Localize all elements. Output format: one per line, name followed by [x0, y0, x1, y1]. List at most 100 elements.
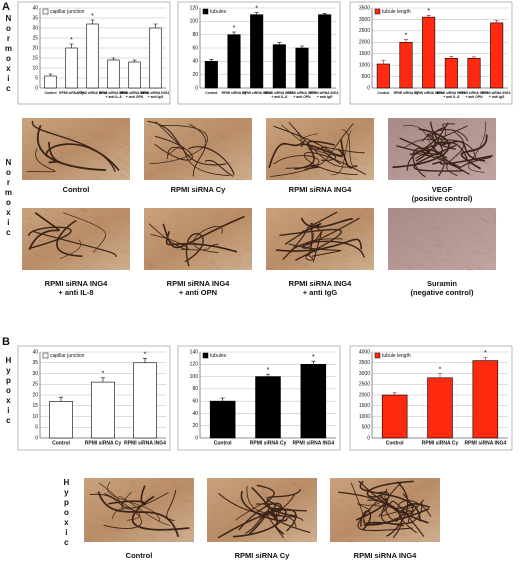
cell-texture: [157, 524, 164, 528]
legend-label: tubules: [210, 9, 227, 15]
cell-texture: [421, 170, 428, 175]
cell-texture: [164, 145, 171, 149]
cell-texture: [177, 178, 184, 181]
cell-texture: [452, 153, 459, 157]
cell-texture: [147, 263, 154, 267]
cell-texture: [346, 539, 353, 543]
cell-texture: [187, 172, 194, 177]
cell-texture: [260, 491, 267, 496]
cell-texture: [337, 236, 344, 240]
cell-texture: [398, 263, 405, 267]
cell-texture: [491, 214, 497, 218]
cell-texture: [419, 263, 426, 268]
cell-texture: [88, 132, 95, 136]
error-bar: [322, 13, 327, 15]
cell-texture: [149, 492, 156, 497]
x-tick-label: Control: [386, 440, 404, 446]
y-tick-label: 5: [35, 75, 38, 81]
vessel-tube: [276, 238, 363, 252]
cell-texture: [292, 481, 300, 486]
vessel-tube: [288, 122, 358, 168]
cell-texture: [400, 532, 408, 537]
bar: [490, 22, 504, 89]
y-tick-label: 60: [192, 45, 198, 51]
cell-texture: [380, 478, 388, 482]
vessel-tube: [367, 499, 403, 539]
cell-texture: [267, 267, 274, 271]
cell-texture: [145, 518, 152, 522]
cell-texture: [224, 535, 231, 539]
micrograph-caption: Control: [126, 551, 153, 560]
vessel-tube: [266, 489, 302, 508]
cell-texture: [120, 121, 127, 125]
cell-texture: [291, 482, 298, 487]
bar: [427, 377, 453, 439]
cell-texture: [312, 142, 319, 146]
vessel-tube: [28, 211, 60, 251]
cell-texture: [319, 268, 326, 271]
y-tick-label: 500: [362, 74, 371, 80]
cell-texture: [185, 499, 192, 503]
cell-texture: [365, 117, 372, 122]
vessel-tube: [31, 230, 117, 258]
cell-texture: [236, 260, 243, 264]
micrograph: [266, 207, 375, 271]
cell-texture: [232, 264, 239, 268]
micrograph-caption: + anti IgG: [303, 288, 338, 297]
significance-mark: *: [267, 367, 270, 374]
cell-texture: [67, 251, 74, 255]
cell-texture: [461, 153, 468, 158]
cell-texture: [345, 176, 352, 181]
cell-texture: [95, 249, 102, 254]
cell-texture: [430, 220, 437, 224]
bar: [49, 401, 73, 439]
vessel-tube: [245, 510, 279, 534]
cell-texture: [323, 233, 331, 237]
error-bar: [404, 39, 408, 43]
cell-texture: [111, 232, 118, 237]
vessel-tube: [359, 480, 421, 522]
cell-texture: [392, 161, 400, 166]
cell-texture: [405, 130, 412, 135]
error-bar: [69, 43, 74, 48]
cell-texture: [434, 244, 441, 248]
cell-texture: [95, 146, 102, 151]
cell-texture: [93, 219, 100, 223]
cell-texture: [147, 172, 155, 176]
cell-texture: [390, 171, 397, 175]
cell-texture: [284, 540, 291, 543]
cell-texture: [86, 525, 94, 530]
vessel-tube: [204, 159, 234, 177]
cell-texture: [325, 257, 332, 261]
cell-texture: [38, 136, 45, 140]
significance-mark: *: [255, 6, 258, 13]
vessel-tube: [300, 143, 344, 157]
cell-texture: [109, 260, 116, 265]
x-tick-label: RPMI siRNA ING4: [415, 91, 443, 95]
cell-texture: [45, 246, 52, 250]
vessel-tube: [97, 491, 180, 537]
significance-mark: *: [484, 350, 487, 357]
cell-texture: [215, 496, 222, 500]
micrograph-caption: Suramin: [427, 279, 457, 288]
cell-texture: [246, 147, 253, 152]
cell-texture: [457, 141, 464, 146]
vessel-tube: [270, 155, 320, 178]
cell-texture: [120, 174, 127, 178]
micrograph: [330, 478, 441, 543]
significance-mark: *: [427, 8, 430, 15]
cell-texture: [51, 217, 58, 221]
legend-swatch: [374, 8, 381, 15]
vessel-tube: [188, 146, 235, 176]
cell-texture: [103, 151, 110, 155]
y-tick-label: 5: [35, 425, 38, 431]
y-tick-label: 20: [32, 392, 38, 398]
cell-texture: [341, 511, 348, 515]
cell-texture: [38, 239, 45, 244]
cell-texture: [326, 171, 333, 176]
vessel-tube: [189, 124, 207, 177]
cell-texture: [343, 176, 350, 181]
vessel-tube: [268, 139, 306, 169]
bar: [128, 61, 141, 89]
cell-texture: [274, 139, 281, 143]
